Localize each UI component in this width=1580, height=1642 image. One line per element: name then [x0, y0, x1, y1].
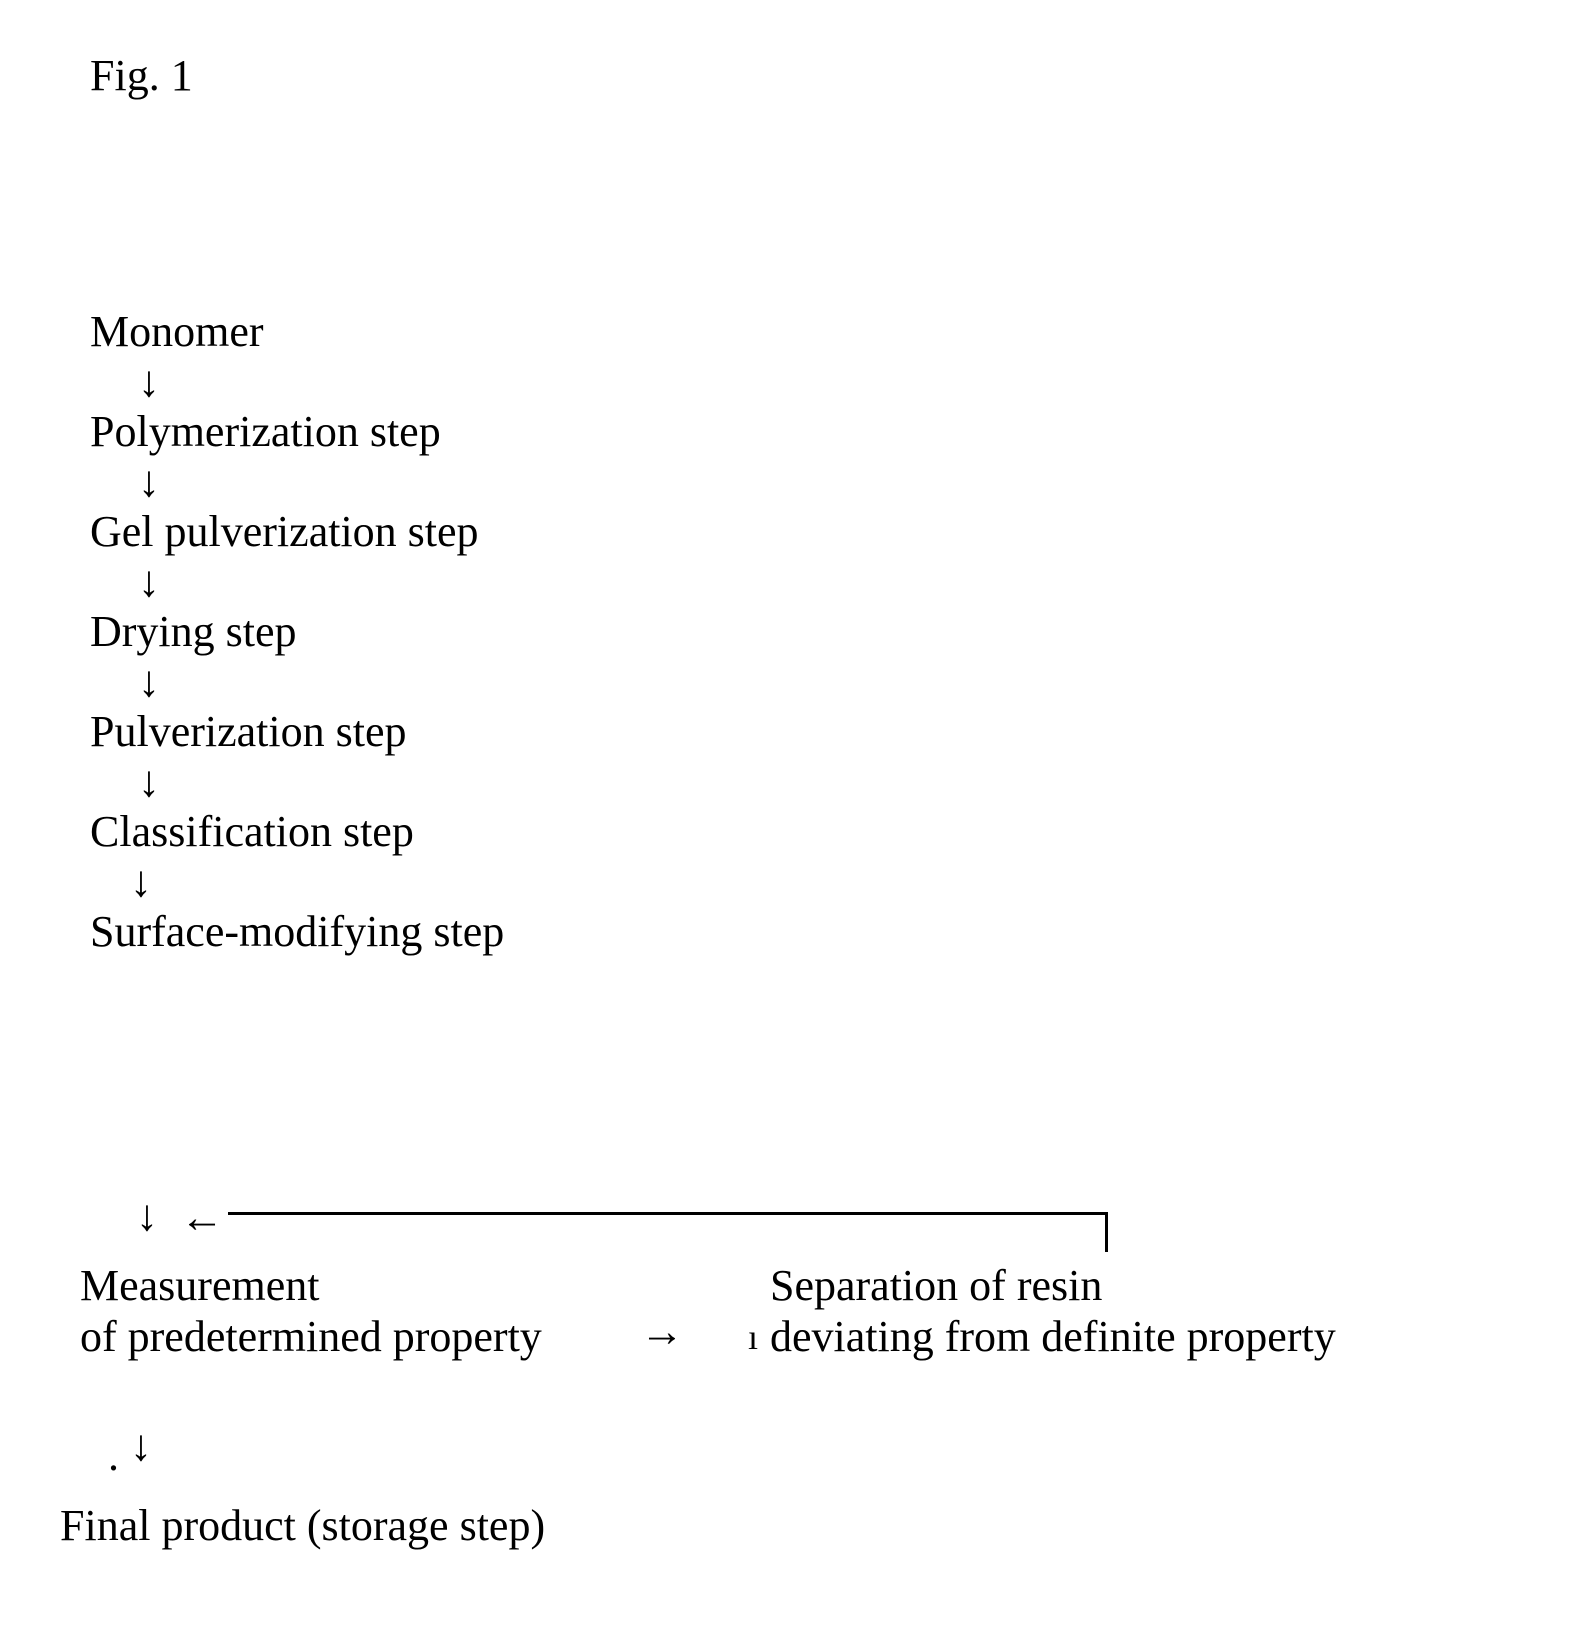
step-gel-pulverization: Gel pulverization step: [90, 510, 504, 554]
measurement-line2: of predetermined property: [80, 1311, 542, 1362]
arrow-down-icon: ↓: [136, 1190, 158, 1241]
arrow-down-icon: ↓: [90, 660, 504, 704]
arrow-down-icon: ↓: [90, 360, 504, 404]
step-separation: Separation of resin deviating from defin…: [770, 1260, 1336, 1362]
arrow-right-icon: →: [640, 1306, 684, 1357]
separation-line1: Separation of resin: [770, 1260, 1336, 1311]
step-pulverization: Pulverization step: [90, 710, 504, 754]
arrow-down-icon: ↓: [90, 760, 504, 804]
page: Fig. 1 Monomer ↓ Polymerization step ↓ G…: [0, 0, 1580, 1642]
arrow-down-icon: ↓: [130, 1420, 152, 1471]
step-monomer: Monomer: [90, 310, 504, 354]
tick-mark: ı: [748, 1316, 758, 1358]
dot-mark: .: [108, 1430, 119, 1481]
flow-steps: Monomer ↓ Polymerization step ↓ Gel pulv…: [90, 310, 504, 954]
step-drying: Drying step: [90, 610, 504, 654]
feedback-line-vertical: [1105, 1212, 1108, 1252]
figure-label: Fig. 1: [90, 50, 193, 101]
step-polymerization: Polymerization step: [90, 410, 504, 454]
arrow-down-icon: ↓: [90, 460, 504, 504]
step-measurement: Measurement of predetermined property: [80, 1260, 542, 1362]
measurement-line1: Measurement: [80, 1260, 542, 1311]
arrow-down-icon: ↓: [90, 560, 504, 604]
arrow-down-icon: ↓: [90, 860, 504, 904]
arrow-left-icon: ←: [180, 1192, 224, 1243]
step-classification: Classification step: [90, 810, 504, 854]
feedback-line-horizontal: [228, 1212, 1108, 1215]
separation-line2: deviating from definite property: [770, 1311, 1336, 1362]
step-surface-modifying: Surface-modifying step: [90, 910, 504, 954]
step-final-product: Final product (storage step): [60, 1500, 545, 1551]
